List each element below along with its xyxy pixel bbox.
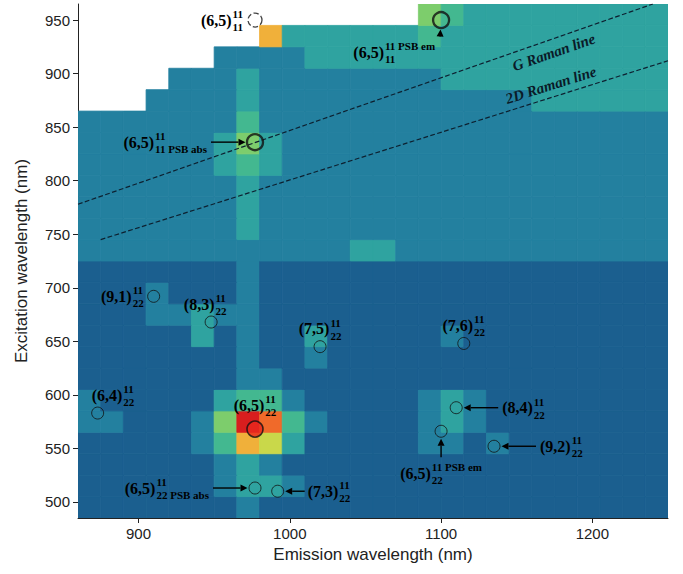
svg-text:(6,5): (6,5) — [125, 480, 156, 498]
svg-text:11: 11 — [215, 292, 225, 304]
svg-text:750: 750 — [45, 226, 70, 243]
svg-text:(6,5): (6,5) — [353, 44, 384, 62]
svg-text:800: 800 — [45, 172, 70, 189]
svg-text:(6,5): (6,5) — [201, 12, 232, 30]
svg-text:(8,3): (8,3) — [184, 296, 215, 314]
svg-text:(6,5): (6,5) — [123, 134, 154, 152]
svg-text:22: 22 — [572, 447, 584, 459]
svg-text:11: 11 — [474, 313, 484, 325]
svg-text:(9,2): (9,2) — [540, 438, 571, 456]
svg-text:G Raman line: G Raman line — [510, 30, 598, 75]
svg-text:11: 11 — [385, 53, 395, 65]
svg-text:(8,4): (8,4) — [502, 399, 533, 417]
svg-text:11: 11 — [155, 130, 165, 142]
svg-text:22: 22 — [474, 326, 486, 338]
svg-text:11 PSB abs: 11 PSB abs — [155, 143, 208, 155]
svg-text:11: 11 — [123, 383, 133, 395]
svg-text:11: 11 — [534, 396, 544, 408]
svg-text:11: 11 — [339, 479, 349, 491]
svg-text:Emission wavelength (nm): Emission wavelength (nm) — [273, 545, 472, 564]
svg-text:950: 950 — [45, 12, 70, 29]
svg-text:22: 22 — [339, 492, 351, 504]
svg-text:(7,5): (7,5) — [299, 320, 330, 338]
svg-text:22: 22 — [330, 330, 342, 342]
svg-text:22: 22 — [215, 305, 227, 317]
svg-text:1100: 1100 — [425, 525, 457, 542]
svg-text:22: 22 — [432, 474, 444, 486]
svg-text:(9,1): (9,1) — [101, 288, 132, 306]
svg-text:(6,5): (6,5) — [234, 397, 265, 415]
svg-text:11: 11 — [265, 393, 275, 405]
svg-text:22: 22 — [123, 396, 135, 408]
svg-text:22: 22 — [534, 409, 546, 421]
svg-text:650: 650 — [45, 333, 70, 350]
svg-text:(7,3): (7,3) — [308, 483, 339, 501]
svg-text:11: 11 — [133, 284, 143, 296]
svg-text:1200: 1200 — [576, 525, 609, 542]
svg-text:500: 500 — [45, 493, 70, 510]
svg-text:22: 22 — [265, 406, 277, 418]
svg-text:2D Raman line: 2D Raman line — [503, 63, 599, 107]
svg-text:(6,5): (6,5) — [400, 465, 431, 483]
svg-text:11: 11 — [233, 8, 243, 20]
svg-text:(6,4): (6,4) — [92, 387, 123, 405]
svg-text:22: 22 — [133, 297, 145, 309]
svg-text:22 PSB abs: 22 PSB abs — [156, 489, 209, 501]
svg-text:900: 900 — [45, 65, 70, 82]
svg-text:11: 11 — [233, 21, 243, 33]
svg-text:900: 900 — [126, 525, 151, 542]
svg-text:850: 850 — [45, 119, 70, 136]
svg-text:11 PSB em: 11 PSB em — [385, 40, 435, 52]
svg-text:Excitation wavelength (nm): Excitation wavelength (nm) — [12, 159, 31, 363]
svg-text:(7,6): (7,6) — [442, 317, 473, 335]
svg-text:700: 700 — [45, 279, 70, 296]
svg-text:11: 11 — [572, 434, 582, 446]
svg-text:550: 550 — [45, 440, 70, 457]
svg-text:600: 600 — [45, 386, 70, 403]
svg-text:11: 11 — [330, 317, 340, 329]
svg-text:11: 11 — [156, 476, 166, 488]
svg-text:1000: 1000 — [273, 525, 306, 542]
svg-text:11 PSB em: 11 PSB em — [432, 461, 482, 473]
